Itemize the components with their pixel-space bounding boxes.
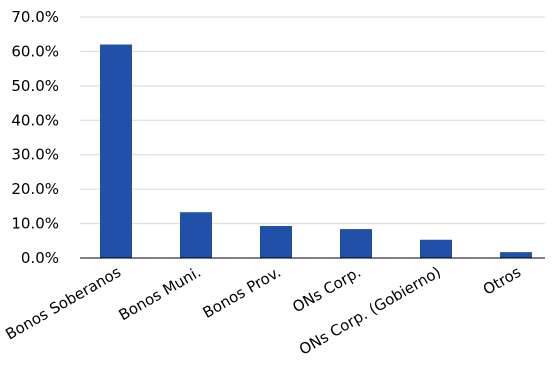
x-tick-label: Otros [480,263,524,299]
x-tick-label: ONs Corp. (Gobierno) [296,263,444,359]
bar [100,44,132,258]
y-tick-label: 30.0% [11,146,59,164]
bar [420,239,452,258]
bars [100,44,532,258]
bar [500,252,532,258]
x-tick-label: Bonos Soberanos [2,263,124,344]
y-tick-label: 20.0% [11,180,59,198]
y-tick-label: 60.0% [11,42,59,60]
x-tick-label: Bonos Prov. [200,263,284,322]
y-tick-label: 50.0% [11,77,59,95]
y-tick-label: 40.0% [11,111,59,129]
x-tick-label: ONs Corp. [289,263,364,316]
bar [260,225,292,258]
y-tick-label: 0.0% [21,249,59,267]
bar [340,229,372,258]
y-tick-label: 10.0% [11,215,59,233]
gridlines [80,16,545,225]
bar [180,212,212,258]
x-tick-label: Bonos Muni. [116,263,204,324]
y-axis-tick-labels: 0.0% 10.0% 20.0% 30.0% 40.0% 50.0% 60.0% 70.0% [11,8,59,267]
y-tick-label: 70.0% [11,8,59,26]
